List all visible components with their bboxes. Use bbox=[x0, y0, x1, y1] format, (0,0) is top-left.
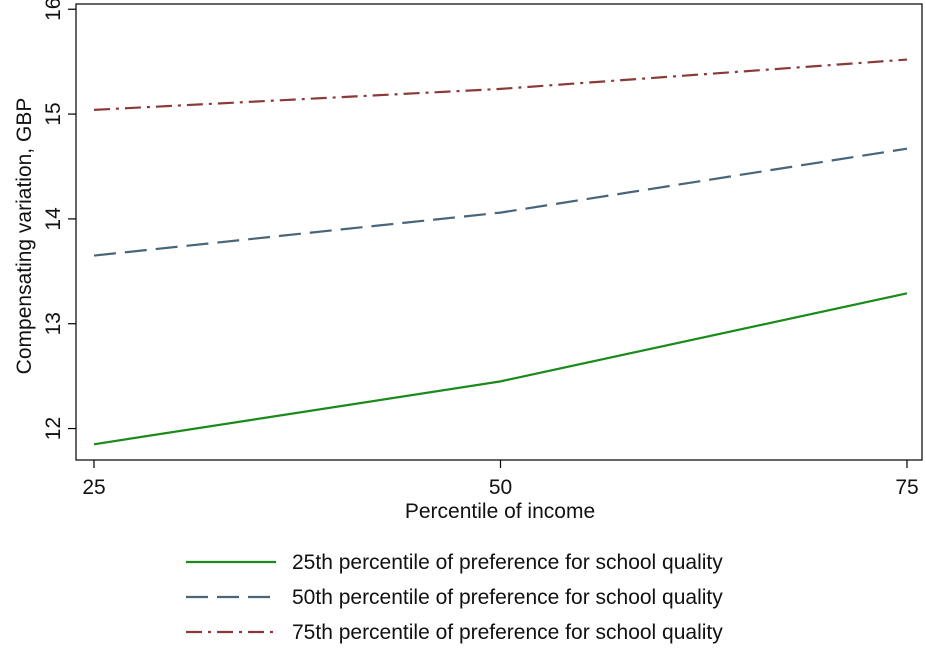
legend-label-1: 25th percentile of preference for school… bbox=[292, 551, 723, 574]
series-line-3 bbox=[93, 58, 908, 111]
x-tick-label: 75 bbox=[895, 476, 918, 499]
plot-frame bbox=[75, 3, 923, 461]
legend-label-3: 75th percentile of preference for school… bbox=[292, 621, 723, 644]
y-tick-label: 15 bbox=[42, 102, 65, 125]
y-tick-label: 13 bbox=[42, 312, 65, 335]
series-lines bbox=[93, 58, 908, 446]
series-line-1 bbox=[93, 292, 908, 446]
x-axis-label: Percentile of income bbox=[405, 500, 595, 523]
legend: 25th percentile of preference for school… bbox=[186, 551, 723, 644]
x-tick-label: 25 bbox=[82, 476, 105, 499]
legend-label-2: 50th percentile of preference for school… bbox=[292, 586, 723, 609]
y-tick-label: 14 bbox=[42, 207, 65, 231]
series-line-2 bbox=[93, 147, 908, 257]
x-tick-label: 50 bbox=[489, 476, 512, 499]
x-axis: 25 50 75 bbox=[82, 460, 919, 499]
y-axis: 12 13 14 15 16 bbox=[42, 0, 76, 440]
y-tick-label: 16 bbox=[42, 0, 65, 21]
y-axis-label: Compensating variation, GBP bbox=[13, 98, 36, 375]
y-tick-label: 12 bbox=[42, 417, 65, 440]
